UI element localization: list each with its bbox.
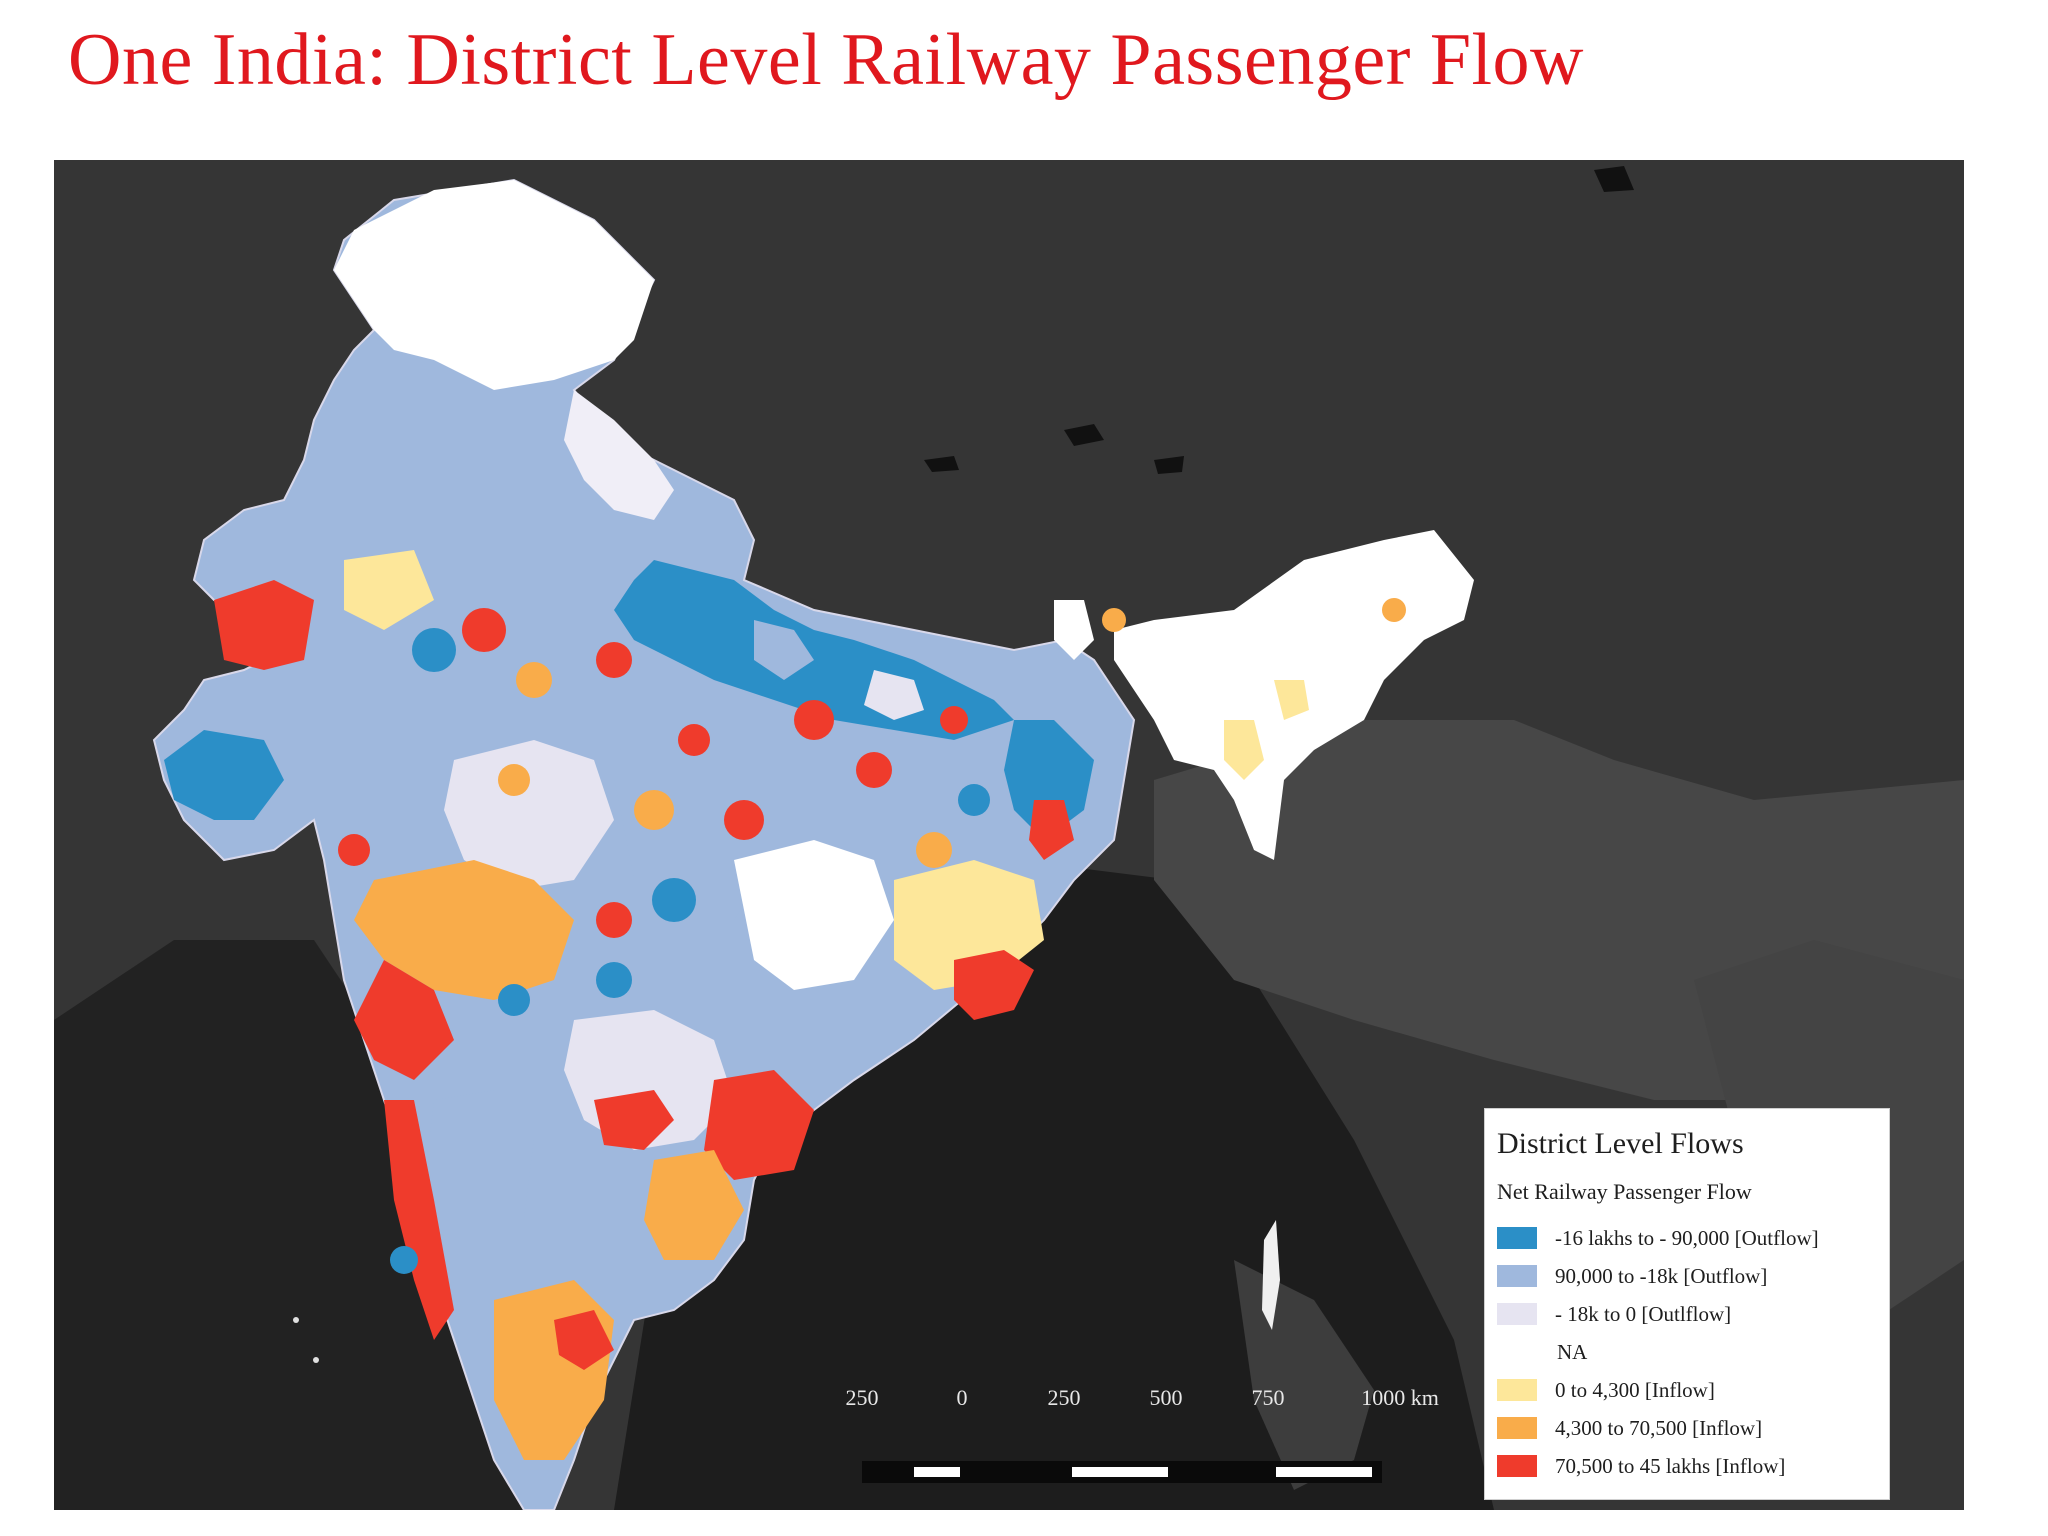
district-orange-ne-2: [1382, 598, 1406, 622]
legend-item: 90,000 to -18k [Outflow]: [1497, 1257, 1877, 1295]
region-andhra-orange: [644, 1150, 744, 1260]
scale-label-5: 1000 km: [1361, 1385, 1439, 1410]
district-red-3: [678, 724, 710, 756]
district-ne-yellow-2: [1274, 680, 1309, 720]
scale-label-2: 250: [1047, 1385, 1081, 1410]
lake-1: [924, 456, 959, 472]
district-orange-ne: [1102, 608, 1126, 632]
district-andhra-coast-red: [704, 1070, 814, 1180]
legend-item-label: -16 lakhs to - 90,000 [Outflow]: [1555, 1225, 1819, 1250]
map-legend: District Level Flows Net Railway Passeng…: [1484, 1108, 1890, 1500]
district-red-8: [338, 834, 370, 866]
district-blue-4: [498, 984, 530, 1016]
district-red-6: [856, 752, 892, 788]
region-na-north: [334, 180, 654, 390]
district-chennai-red: [554, 1310, 614, 1370]
legend-item-label: NA: [1557, 1339, 1588, 1364]
legend-item-label: 0 to 4,300 [Inflow]: [1555, 1377, 1715, 1402]
scale-label-4: 750: [1251, 1385, 1285, 1410]
scale-label-0: 250: [845, 1385, 879, 1410]
legend-item: 0 to 4,300 [Inflow]: [1497, 1371, 1877, 1409]
legend-item-label: 4,300 to 70,500 [Inflow]: [1555, 1415, 1763, 1440]
district-red-7: [596, 902, 632, 938]
legend-title: District Level Flows: [1497, 1127, 1744, 1160]
legend-swatch: [1497, 1303, 1537, 1325]
region-maharashtra-orange: [354, 860, 574, 1000]
region-na-sikkim: [1054, 600, 1094, 660]
district-blue-6: [390, 1246, 418, 1274]
map-panel: 250 0 250 500 750 1000 km District Level…: [54, 160, 1964, 1510]
district-red-4: [794, 700, 834, 740]
district-red-9: [940, 706, 968, 734]
district-gujarat-kutch: [164, 730, 284, 820]
district-orange-4: [498, 764, 530, 796]
district-red-1: [462, 608, 506, 652]
district-kolkata-red: [1029, 800, 1074, 860]
legend-item: 4,300 to 70,500 [Inflow]: [1497, 1409, 1877, 1447]
district-blue-2: [652, 878, 696, 922]
scale-segment-2: [1072, 1467, 1168, 1477]
page-title: One India: District Level Railway Passen…: [68, 19, 1584, 101]
lake-3: [1154, 456, 1184, 474]
scale-segment-1: [914, 1467, 960, 1477]
scale-track: [862, 1461, 1382, 1483]
legend-swatch: [1497, 1227, 1537, 1249]
district-rajasthan-west: [214, 580, 314, 670]
lake-4: [1594, 166, 1634, 192]
district-maharashtra-red: [354, 960, 454, 1080]
district-odisha-red: [954, 950, 1034, 1020]
district-flow-map: [54, 160, 1964, 1510]
district-blue-1: [412, 628, 456, 672]
legend-swatch: [1497, 1379, 1537, 1401]
legend-item-label: - 18k to 0 [Outlflow]: [1555, 1301, 1732, 1326]
scale-segment-3: [1276, 1467, 1372, 1477]
legend-item: 70,500 to 45 lakhs [Inflow]: [1497, 1447, 1877, 1485]
legend-item: - 18k to 0 [Outlflow]: [1497, 1295, 1877, 1333]
district-orange-2: [634, 790, 674, 830]
district-up-mixed-1: [754, 620, 814, 680]
legend-item: -16 lakhs to - 90,000 [Outflow]: [1497, 1219, 1877, 1257]
arabian-sea: [54, 940, 534, 1510]
legend-item-label: 90,000 to -18k [Outflow]: [1555, 1263, 1768, 1288]
district-ne-yellow-1: [1224, 720, 1264, 780]
lakshadweep-1: [293, 1317, 299, 1323]
legend-swatch: [1497, 1340, 1539, 1364]
region-chhattisgarh-na: [734, 840, 894, 990]
legend-swatch: [1497, 1417, 1537, 1439]
legend-item: NA: [1497, 1333, 1877, 1371]
legend-swatch: [1497, 1265, 1537, 1287]
region-kerala-konkan-red: [384, 1100, 454, 1340]
legend-subtitle: Net Railway Passenger Flow: [1497, 1179, 1752, 1204]
scale-bar: 250 0 250 500 750 1000 km: [794, 1385, 1439, 1495]
scale-label-1: 0: [956, 1385, 968, 1410]
district-hyderabad-red: [594, 1090, 674, 1150]
district-blue-5: [958, 784, 990, 816]
legend-swatch: [1497, 1455, 1537, 1477]
district-red-2: [596, 642, 632, 678]
legend-item-label: 70,500 to 45 lakhs [Inflow]: [1555, 1453, 1786, 1478]
lakshadweep-2: [313, 1357, 319, 1363]
district-blue-3: [596, 962, 632, 998]
district-rajasthan-yellow: [344, 550, 434, 630]
andaman-islands: [1262, 1220, 1280, 1330]
region-karnataka: [424, 1090, 534, 1260]
lake-2: [1064, 424, 1104, 446]
region-north-hills: [564, 390, 674, 520]
region-mp-west: [444, 740, 614, 890]
district-red-5: [724, 800, 764, 840]
region-west-bengal-blue: [1004, 720, 1094, 840]
scale-label-3: 500: [1149, 1385, 1183, 1410]
district-up-mixed-2: [864, 670, 924, 720]
district-orange-3: [916, 832, 952, 868]
district-orange-1: [516, 662, 552, 698]
